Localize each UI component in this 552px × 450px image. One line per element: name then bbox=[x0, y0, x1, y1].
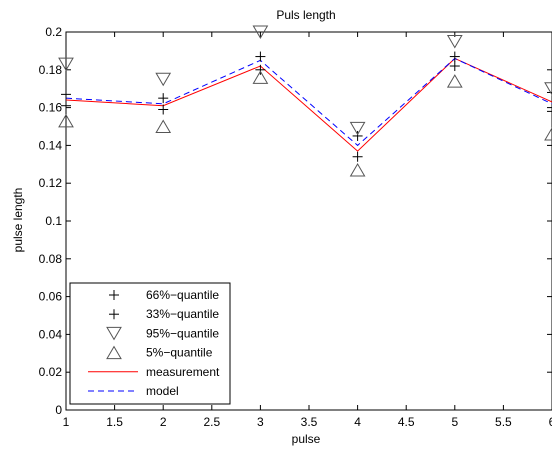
legend-label-2: 95%−quantile bbox=[146, 326, 219, 340]
data-point-s3-p5 bbox=[544, 127, 552, 141]
data-point-s2-p2 bbox=[252, 25, 269, 39]
data-point-s1-p3 bbox=[352, 151, 363, 162]
data-point-s0-p1 bbox=[158, 93, 169, 104]
x-axis-label: pulse bbox=[292, 432, 321, 446]
y-tick-label: 0.12 bbox=[39, 176, 63, 190]
x-tick-label: 3.5 bbox=[301, 415, 318, 429]
data-point-s2-p0 bbox=[58, 57, 74, 72]
data-point-s0-p2 bbox=[255, 51, 266, 62]
series-lines bbox=[65, 57, 552, 152]
x-tick-label: 4 bbox=[354, 415, 361, 429]
data-point-s0-p3 bbox=[352, 130, 363, 141]
data-point-s1-p2 bbox=[255, 64, 266, 75]
x-tick-label: 4.5 bbox=[398, 415, 415, 429]
x-tick-label: 5 bbox=[451, 415, 458, 429]
legend-label-4: measurement bbox=[146, 365, 220, 379]
legend-label-5: model bbox=[146, 384, 179, 398]
data-point-s3-p3 bbox=[349, 162, 366, 177]
y-tick-label: 0.16 bbox=[39, 101, 63, 115]
legend-label-3: 5%−quantile bbox=[146, 346, 213, 360]
y-tick-label: 0 bbox=[55, 403, 62, 417]
data-point-s3-p2 bbox=[252, 70, 269, 84]
x-tick-label: 1.5 bbox=[106, 415, 123, 429]
legend-symbol-2 bbox=[106, 326, 122, 341]
data-point-s0-p0 bbox=[61, 89, 71, 100]
x-tick-label: 2.5 bbox=[203, 415, 220, 429]
y-tick-label: 0.18 bbox=[39, 63, 63, 77]
series-markers bbox=[58, 25, 552, 177]
legend-symbol-1 bbox=[109, 309, 119, 320]
chart-title: Puls length bbox=[276, 8, 335, 22]
data-point-s3-p1 bbox=[155, 119, 172, 133]
x-tick-label: 5.5 bbox=[495, 415, 512, 429]
x-tick-label: 6 bbox=[549, 415, 552, 429]
y-tick-label: 0.04 bbox=[39, 327, 63, 341]
y-tick-label: 0.02 bbox=[39, 365, 63, 379]
y-tick-label: 0.08 bbox=[39, 252, 63, 266]
data-point-s2-p1 bbox=[155, 72, 172, 87]
data-point-s1-p0 bbox=[61, 100, 71, 111]
legend-box bbox=[69, 282, 231, 405]
data-point-s2-p3 bbox=[349, 121, 366, 136]
y-tick-label: 0.1 bbox=[45, 214, 62, 228]
y-tick-label: 0.14 bbox=[39, 138, 63, 152]
y-tick-label: 0.2 bbox=[45, 25, 62, 39]
x-tick-label: 3 bbox=[257, 415, 264, 429]
legend-symbol-3 bbox=[106, 345, 122, 360]
data-point-s2-p4 bbox=[446, 34, 463, 49]
data-point-s3-p4 bbox=[446, 74, 463, 88]
legend-symbol-0 bbox=[109, 290, 119, 300]
series-line-5 bbox=[65, 57, 552, 147]
legend-label-1: 33%−quantile bbox=[146, 307, 219, 321]
data-point-s2-p5 bbox=[544, 82, 552, 96]
data-point-s1-p4 bbox=[449, 61, 460, 72]
data-point-s0-p4 bbox=[449, 51, 460, 62]
legend: 66%−quantile 33%−quantile 95%−quantile 5%−q… bbox=[69, 282, 231, 405]
y-axis-label: pulse length bbox=[11, 188, 25, 253]
data-point-s1-p1 bbox=[158, 104, 169, 115]
series-line-4 bbox=[65, 57, 552, 152]
data-point-s1-p5 bbox=[547, 106, 552, 117]
data-point-s3-p0 bbox=[58, 113, 74, 128]
y-tick-label: 0.06 bbox=[39, 290, 63, 304]
data-point-s0-p5 bbox=[547, 87, 552, 98]
x-tick-label: 1 bbox=[63, 415, 70, 429]
axes-ticks: 1 1.5 2 2.5 3 3.5 4 4.5 5 5.5 6 0 0.02 0.04 0.06 0.08 0.… bbox=[39, 25, 552, 429]
x-tick-label: 2 bbox=[160, 415, 167, 429]
legend-label-0: 66%−quantile bbox=[146, 288, 219, 302]
